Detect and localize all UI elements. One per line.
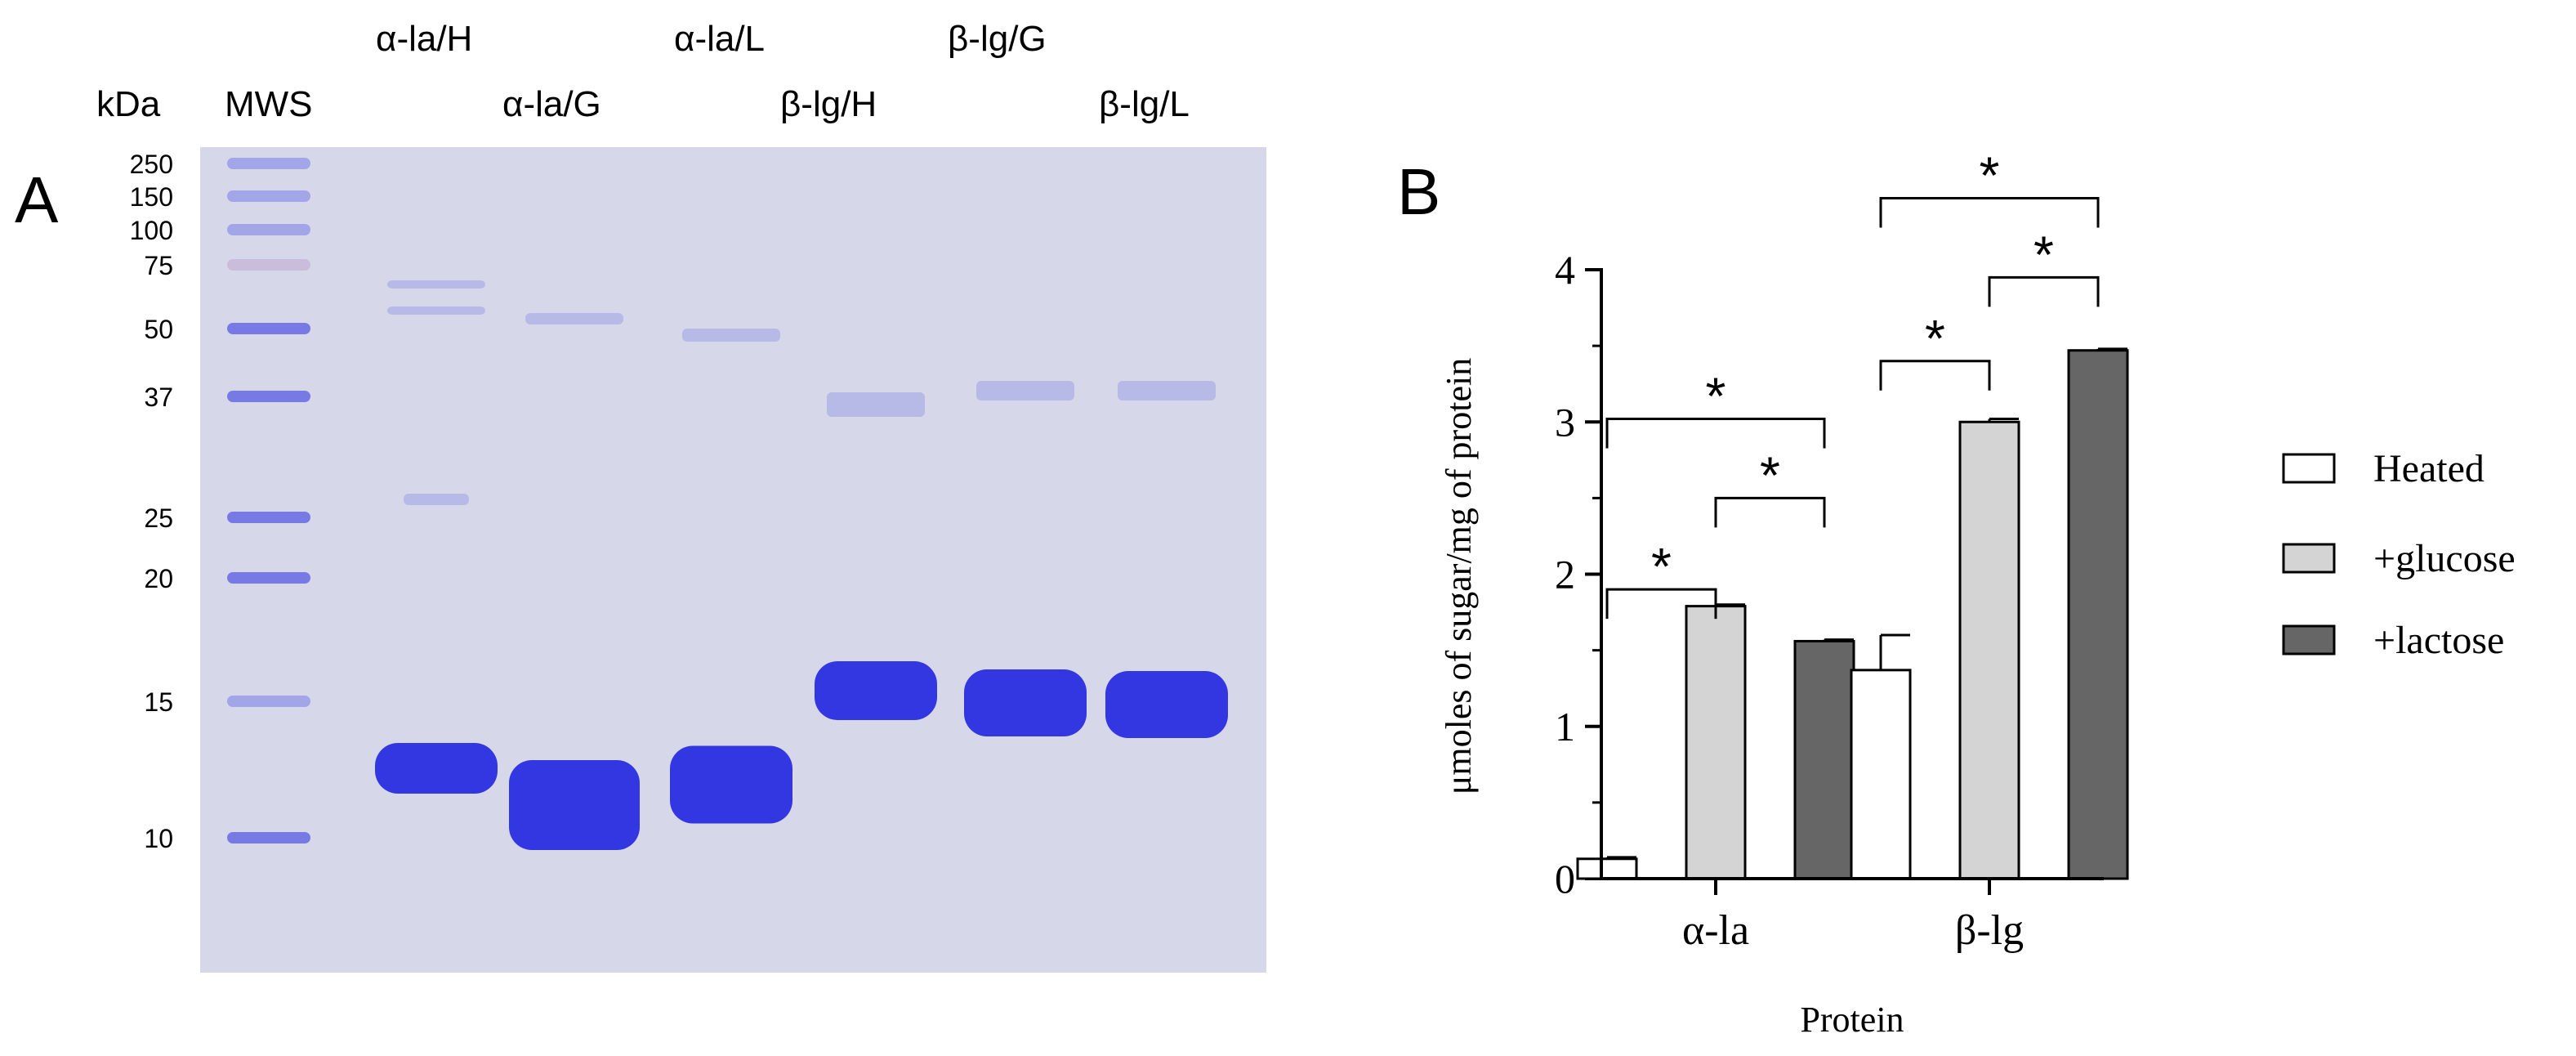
error-bars <box>1605 347 2127 859</box>
significance-bracket <box>1988 275 2100 307</box>
y-tick-label: 3 <box>1555 399 1575 445</box>
legend-label: +lactose <box>2373 619 2504 662</box>
legend-label: +glucose <box>2373 537 2516 580</box>
panel-a-label: A <box>15 163 59 236</box>
lane-label: MWS <box>225 84 313 124</box>
ladder-band <box>227 572 310 584</box>
faint-band <box>827 392 925 417</box>
significance-brackets: * * * * * * <box>1605 145 2100 620</box>
faint-band <box>682 329 780 342</box>
significance-mark: * <box>1760 445 1780 504</box>
protein-band <box>815 661 937 720</box>
lane-label: β-lg/H <box>780 84 877 124</box>
marker-size-label: 15 <box>144 687 173 717</box>
bar <box>1576 857 1638 880</box>
faint-band <box>404 494 469 505</box>
faint-band <box>1118 381 1216 400</box>
legend-swatch <box>2282 543 2336 574</box>
faint-band <box>387 280 485 289</box>
panel-b-label: B <box>1397 155 1440 228</box>
bar <box>1793 639 1855 880</box>
y-tick-label: 2 <box>1555 552 1575 597</box>
marker-size-label: 50 <box>144 315 173 344</box>
x-tick-label: β-lg <box>1955 907 2024 954</box>
lane-label: β-lg/G <box>948 19 1047 59</box>
ladder-band <box>227 323 310 334</box>
ladder-band <box>227 696 310 707</box>
gel-image <box>200 147 1266 973</box>
protein-band <box>670 745 792 824</box>
marker-size-label: 20 <box>144 564 173 593</box>
axes <box>1600 268 2104 880</box>
significance-mark: * <box>1651 537 1672 596</box>
y-tick-label: 0 <box>1555 856 1575 902</box>
faint-band <box>525 313 623 324</box>
marker-size-label: 75 <box>144 251 173 280</box>
y-tick-label: 4 <box>1555 247 1575 293</box>
y-axis-ticks: 0 1 2 3 4 <box>1555 247 1601 902</box>
faint-band <box>976 381 1074 400</box>
protein-band <box>375 743 498 794</box>
bar <box>2067 349 2129 880</box>
lane-label: β-lg/L <box>1099 84 1190 124</box>
bar <box>1958 420 2020 880</box>
significance-bracket <box>1714 496 1826 528</box>
bar <box>1850 669 1912 880</box>
marker-size-labels: 250 150 100 75 50 37 25 20 15 10 <box>130 150 173 853</box>
x-axis-label: Protein <box>1800 1000 1904 1040</box>
significance-mark: * <box>1706 367 1726 426</box>
faint-band <box>387 307 485 315</box>
bars <box>1576 349 2129 880</box>
ladder-band <box>227 391 310 402</box>
marker-size-label: 37 <box>144 383 173 412</box>
lane-label: α-la/H <box>376 19 472 59</box>
legend: Heated +glucose +lactose <box>2282 447 2516 662</box>
y-tick-label: 1 <box>1555 704 1575 749</box>
significance-mark: * <box>1925 309 1945 368</box>
protein-band <box>1105 671 1228 738</box>
marker-size-label: 25 <box>144 503 173 533</box>
marker-size-label: 150 <box>130 182 173 212</box>
significance-bracket <box>1605 588 1717 620</box>
ladder-band <box>227 190 310 202</box>
ladder-band <box>227 832 310 843</box>
lane-labels: MWS α-la/H α-la/G α-la/L β-lg/H β-lg/G β-lg/L <box>225 19 1190 124</box>
ladder-band <box>227 512 310 523</box>
gel-bands <box>227 158 1228 850</box>
legend-label: Heated <box>2373 447 2484 490</box>
significance-mark: * <box>1980 145 2000 204</box>
significance-bracket <box>1879 196 2100 228</box>
protein-band <box>509 760 640 850</box>
gel-panel: A kDa MWS α-la/H α-la/G α-la/L β-lg/H β-lg/G β… <box>15 19 1266 973</box>
lane-label: α-la/G <box>502 84 601 124</box>
significance-bracket <box>1605 418 1826 449</box>
legend-swatch <box>2282 624 2336 656</box>
marker-size-label: 10 <box>144 824 173 853</box>
protein-band <box>964 669 1087 736</box>
ladder-band <box>227 224 310 235</box>
marker-size-label: 250 <box>130 150 173 179</box>
ladder-band <box>227 259 310 271</box>
bar <box>1685 605 1747 880</box>
y-axis-label: μmoles of sugar/mg of protein <box>1439 358 1479 794</box>
significance-mark: * <box>2034 225 2054 284</box>
significance-bracket <box>1879 360 1991 391</box>
legend-swatch <box>2282 453 2336 484</box>
x-tick-label: α-la <box>1682 907 1749 954</box>
lane-label: α-la/L <box>674 19 765 59</box>
kda-label: kDa <box>96 84 161 124</box>
x-axis-ticks: α-la β-lg <box>1682 879 2024 954</box>
marker-size-label: 100 <box>130 216 173 245</box>
ladder-band <box>227 158 310 169</box>
